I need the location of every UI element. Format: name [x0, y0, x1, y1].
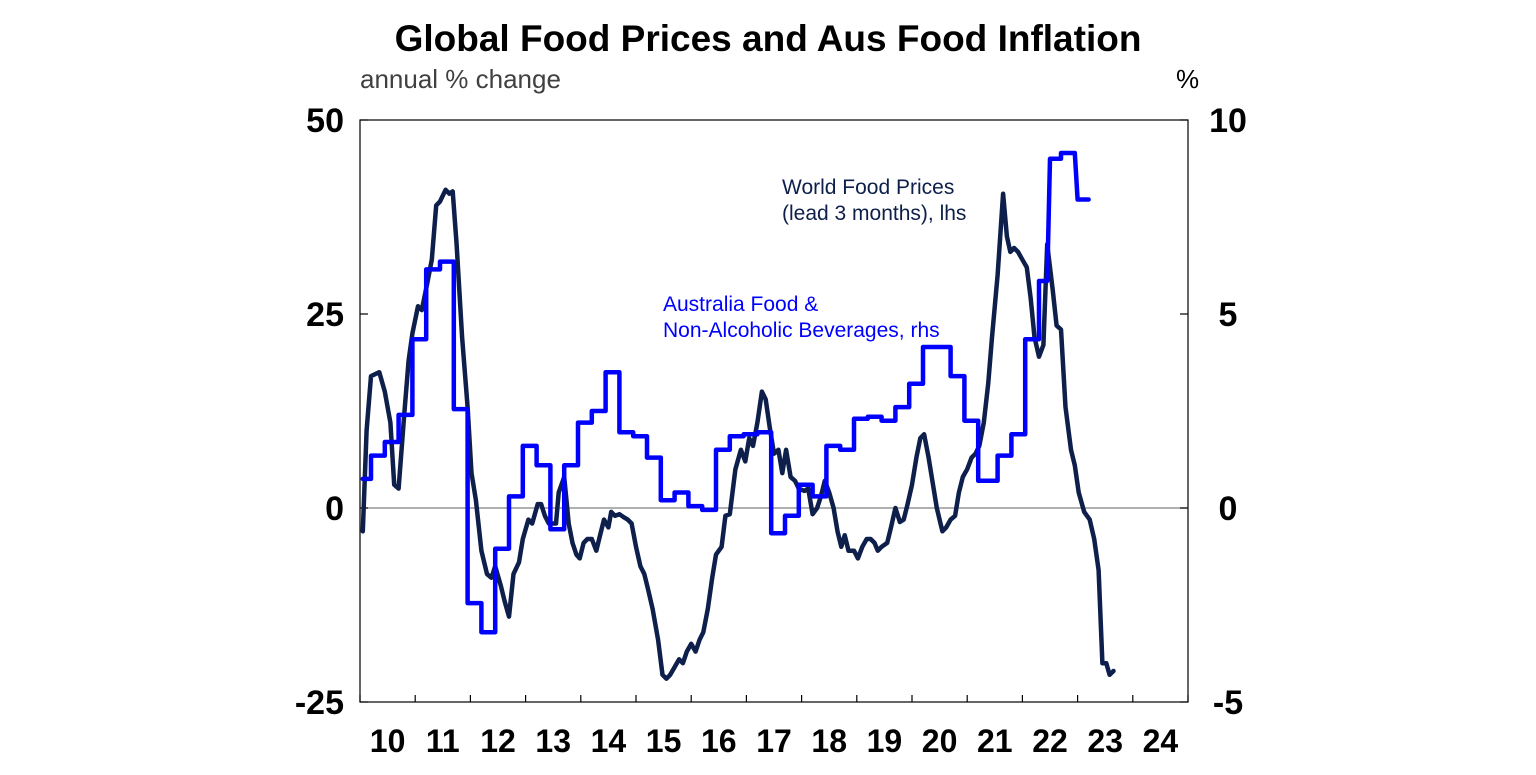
right-tick-label: 0 — [1219, 490, 1238, 528]
x-tick-label: 12 — [480, 723, 516, 759]
x-tick-label: 15 — [646, 723, 682, 759]
x-tick-label: 16 — [701, 723, 737, 759]
x-tick-label: 18 — [811, 723, 847, 759]
x-tick-label: 21 — [977, 723, 1013, 759]
left-axis-label: annual % change — [360, 64, 561, 94]
plot-frame — [359, 119, 1189, 703]
left-tick-label: -25 — [295, 684, 344, 722]
x-tick-label: 22 — [1032, 723, 1068, 759]
australia-food-line — [360, 150, 1091, 635]
x-axis: 10 11 12 13 14 15 16 17 18 19 20 21 22 23 24 — [359, 695, 1189, 759]
right-tick-label: -5 — [1213, 684, 1243, 722]
series-annotation-label: Non-Alcoholic Beverages, rhs — [663, 319, 940, 342]
x-tick-label: 17 — [756, 723, 792, 759]
x-tick-label: 19 — [867, 723, 903, 759]
chart-title: Global Food Prices and Aus Food Inflatio… — [394, 18, 1142, 59]
world-food-prices-line — [360, 187, 1116, 681]
right-tick-label: 10 — [1209, 102, 1247, 140]
left-tick-label: 25 — [306, 296, 344, 334]
x-tick-label: 13 — [535, 723, 571, 759]
series-annotation-label: (lead 3 months), lhs — [782, 202, 966, 225]
series-group — [360, 150, 1116, 681]
right-axis: 10 5 0 -5 — [1180, 102, 1247, 722]
annotations: World Food Prices (lead 3 months), lhs Aus… — [663, 176, 966, 342]
x-tick-label: 24 — [1143, 723, 1179, 759]
left-tick-label: 0 — [325, 490, 344, 528]
x-tick-label: 11 — [426, 723, 460, 759]
x-tick-label: 10 — [370, 723, 406, 759]
x-tick-label: 20 — [922, 723, 958, 759]
right-axis-label: % — [1176, 64, 1200, 94]
x-tick-label: 23 — [1087, 723, 1123, 759]
series-annotation-label: World Food Prices — [782, 176, 954, 199]
series-annotation-label: Australia Food & — [663, 293, 818, 316]
left-axis: 50 25 0 -25 — [295, 102, 368, 722]
x-tick-label: 14 — [591, 723, 627, 759]
left-tick-label: 50 — [306, 102, 344, 140]
right-tick-label: 5 — [1219, 296, 1238, 334]
